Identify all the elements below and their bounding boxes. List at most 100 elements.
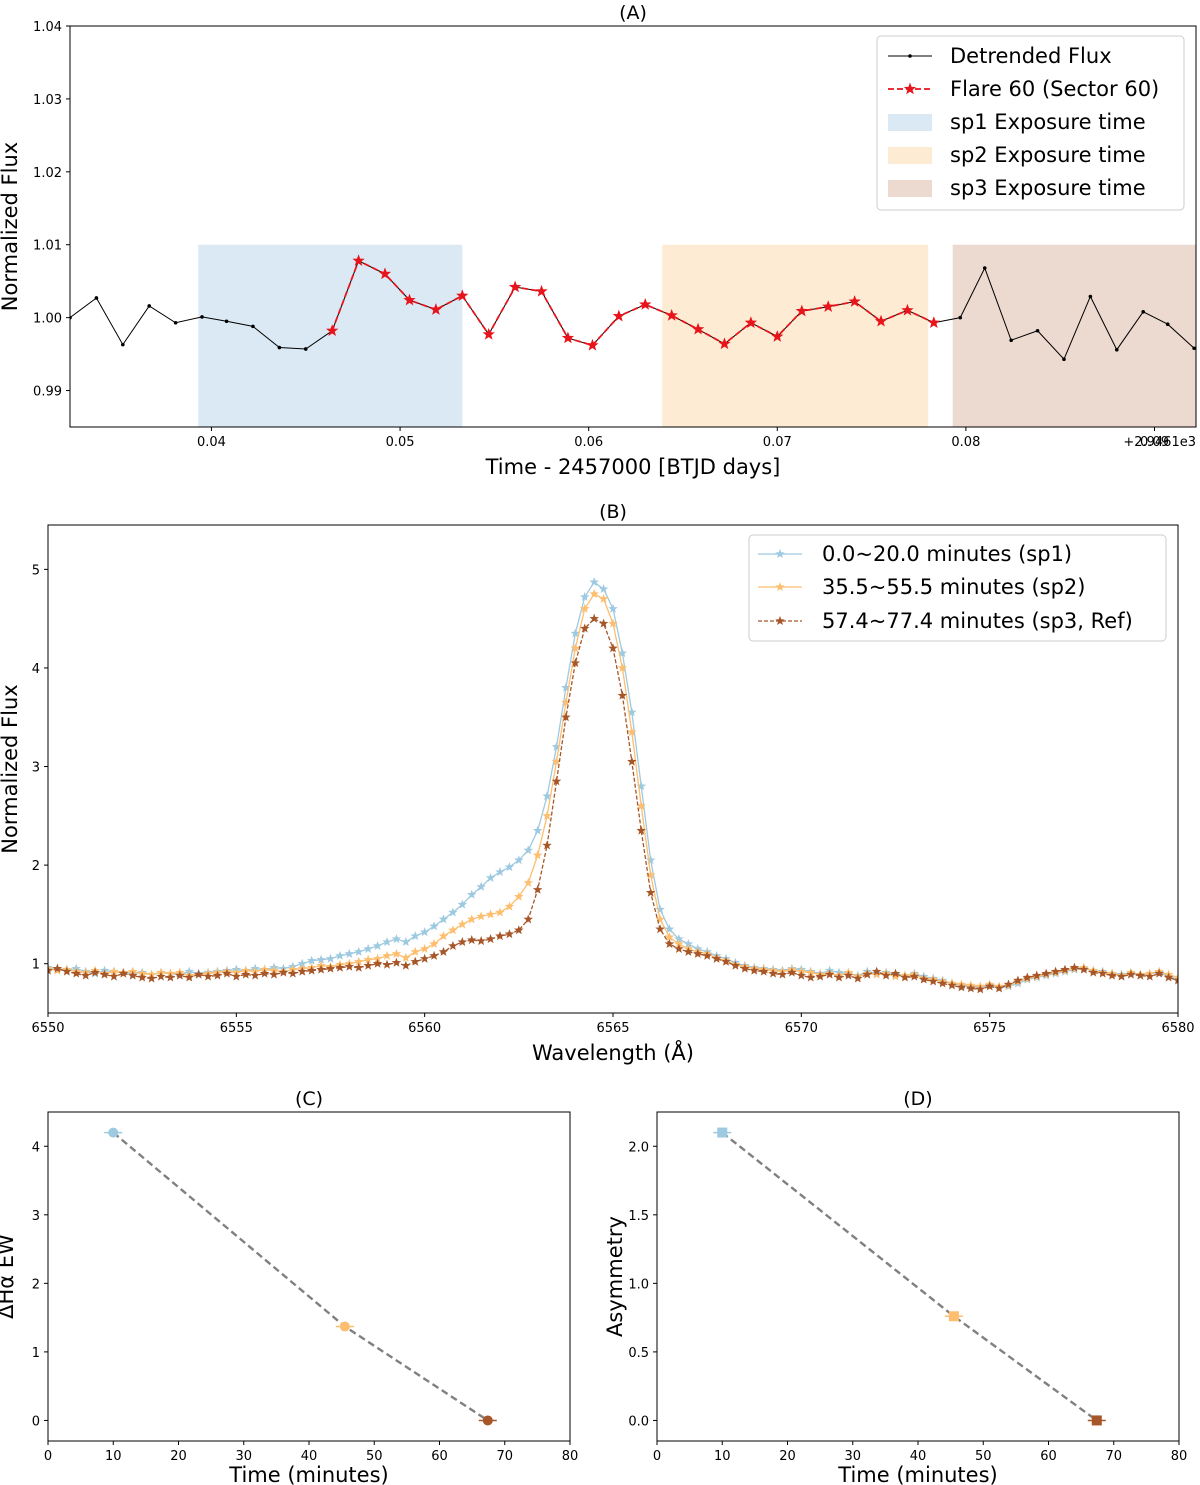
spectrum-star-marker	[288, 968, 298, 978]
flare-star-marker	[352, 254, 365, 267]
spectrum-star-marker	[193, 969, 204, 979]
x-tick-label: 30	[235, 1449, 252, 1464]
spectrum-star-marker	[514, 855, 524, 865]
flare-star-marker	[639, 298, 652, 310]
spectrum-star-marker	[664, 932, 675, 942]
spectrum-star-marker	[306, 965, 317, 975]
spectrum-star-marker	[956, 982, 967, 992]
spectrum-star-marker	[966, 983, 976, 993]
axes-frame	[656, 1111, 1180, 1442]
spectrum-star-marker	[419, 927, 430, 937]
detrended-flux-point	[224, 319, 229, 324]
flare-star-marker	[901, 303, 914, 316]
x-tick-label: 0	[653, 1449, 661, 1464]
x-tick-label: 10	[714, 1449, 731, 1464]
flare-star-marker	[586, 338, 599, 351]
y-tick-label: 0.5	[628, 1346, 649, 1361]
y-tick-label: 1.04	[33, 20, 62, 35]
spectrum-star-marker	[80, 970, 91, 980]
spectrum-star-marker	[551, 756, 562, 766]
spectrum-star-marker	[1144, 971, 1155, 981]
spectrum-star-marker	[344, 961, 355, 971]
spectrum-star-marker	[316, 964, 326, 974]
spectrum-star-marker	[984, 981, 995, 991]
spectrum-star-marker	[683, 938, 694, 949]
spectrum-star-marker	[994, 983, 1004, 993]
axes-frame	[47, 524, 1179, 1014]
spectrum-star-marker	[928, 976, 938, 986]
spectrum-star-marker	[401, 960, 411, 970]
panel-a: 0.04 0.05 0.06 0.07 0.08 0.09 0.99 1.00 1.01 1.02…	[0, 2, 1197, 479]
spectrum-star-marker	[306, 955, 317, 965]
detrended-flux-point	[251, 324, 255, 329]
spectrum-star-marker	[118, 968, 129, 978]
spectrum-star-marker	[363, 960, 373, 970]
legend-box	[876, 35, 1185, 211]
spectrum-star-marker	[372, 940, 383, 951]
data-point	[1091, 1415, 1102, 1426]
spectrum-star-marker	[419, 943, 430, 953]
spectrum-star-marker	[90, 967, 100, 977]
spectrum-star-marker	[231, 971, 242, 981]
spectrum-star-marker	[429, 950, 439, 960]
legend-label: Detrended Flux	[950, 44, 1112, 68]
spectrum-star-marker	[617, 690, 628, 700]
flare-star-marker	[429, 303, 443, 315]
spectrum-star-marker	[805, 967, 816, 977]
spectrum-star-marker	[551, 776, 562, 786]
detrended-flux-point	[277, 345, 282, 350]
spectrum-star-marker	[184, 972, 195, 982]
y-tick-label: 2.0	[628, 1140, 649, 1155]
spectrum-star-marker	[495, 907, 505, 917]
detrended-flux-point	[200, 315, 204, 319]
spectrum-star-marker	[937, 978, 948, 988]
spectrum-star-marker	[598, 593, 609, 603]
spectrum-star-marker	[589, 613, 599, 623]
spectrum-star-marker	[485, 909, 496, 919]
x-tick-label: 0	[44, 1449, 52, 1464]
y-tick-label: 1	[32, 958, 40, 973]
spectrum-star-marker	[391, 948, 402, 958]
spectrum-star-marker	[579, 603, 590, 613]
spectrum-star-marker	[353, 956, 364, 966]
spectrum-star-marker	[1163, 972, 1174, 982]
spectrum-star-marker	[476, 911, 486, 921]
spectrum-star-marker	[608, 618, 618, 628]
spectrum-star-marker	[99, 969, 110, 979]
detrended-flux-point	[1192, 346, 1196, 351]
spectrum-star-marker	[608, 603, 618, 613]
legend-swatch-exposure	[888, 180, 932, 197]
spectrum-star-marker	[1107, 970, 1117, 980]
spectrum-star-marker	[48, 965, 53, 975]
spectrum-star-marker	[156, 971, 166, 981]
spectrum-star-marker	[1069, 962, 1080, 972]
spectrum-star-marker	[523, 877, 534, 887]
spectrum-star-marker	[353, 946, 364, 956]
x-tick-label: 70	[496, 1449, 513, 1464]
y-tick-label: 0.0	[628, 1414, 649, 1429]
spectrum-star-marker	[655, 904, 665, 914]
spectrum-star-marker	[664, 938, 675, 949]
y-tick-label: 1.01	[33, 239, 62, 254]
spectrum-star-marker	[636, 825, 647, 835]
y-axis-label: Normalized Flux	[0, 142, 22, 311]
spectrum-star-marker	[382, 937, 392, 947]
spectrum-star-marker	[645, 869, 656, 880]
spectrum-star-marker	[363, 954, 373, 964]
spectrum-star-marker	[109, 971, 119, 981]
x-axis-label: Time - 2457000 [BTJD days]	[485, 455, 781, 479]
x-tick-label: 10	[105, 1449, 122, 1464]
spectrum-star-marker	[758, 966, 769, 976]
legend-marker	[775, 582, 785, 592]
x-tick-label: 0.08	[951, 435, 980, 450]
data-point	[482, 1415, 493, 1426]
spectrum-star-marker	[175, 970, 185, 980]
spectrum-star-marker	[674, 934, 684, 944]
x-tick-label: 6550	[31, 1021, 64, 1036]
spectrum-star-marker	[297, 958, 308, 968]
spectrum-star-marker	[353, 962, 364, 972]
spectrum-star-marker	[504, 862, 515, 872]
detrended-flux-point	[147, 304, 152, 308]
detrended-flux-point	[982, 266, 987, 270]
detrended-flux-point	[303, 347, 308, 351]
